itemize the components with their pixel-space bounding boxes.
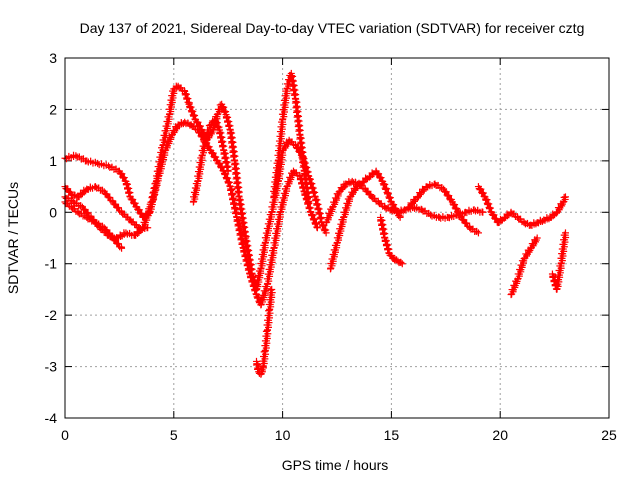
- series-trace-i: [326, 167, 404, 273]
- series-trace-j: [377, 213, 406, 268]
- chart-title: Day 137 of 2021, Sidereal Day-to-day VTE…: [80, 20, 585, 36]
- series-markers: [507, 234, 541, 299]
- y-tick-label: 2: [49, 101, 57, 117]
- y-tick-label: -1: [45, 256, 58, 272]
- series-trace-e: [189, 116, 232, 206]
- series-trace-k: [405, 180, 482, 237]
- series-trace-l: [474, 183, 569, 229]
- series-markers: [270, 69, 313, 206]
- series-trace-f: [252, 285, 276, 378]
- y-tick-label: 3: [49, 50, 57, 66]
- y-tick-label: 0: [49, 204, 57, 220]
- y-tick-label: 1: [49, 153, 57, 169]
- series-markers: [474, 183, 569, 229]
- plot-frame: [64, 57, 610, 419]
- y-tick-label: -3: [45, 359, 58, 375]
- x-tick-label: 0: [61, 427, 69, 443]
- data-points: [61, 69, 570, 378]
- x-axis-label: GPS time / hours: [282, 457, 389, 473]
- y-tick-label: -4: [45, 410, 58, 426]
- x-tick-label: 10: [275, 427, 291, 443]
- x-tick-label: 15: [384, 427, 400, 443]
- series-trace-n: [548, 229, 570, 293]
- x-tick-label: 5: [170, 427, 178, 443]
- series-trace-m: [507, 234, 541, 299]
- series-markers: [548, 229, 570, 293]
- y-axis-label: SDTVAR / TECUs: [5, 182, 21, 294]
- series-trace-g: [270, 69, 313, 206]
- x-tick-label: 25: [601, 427, 617, 443]
- y-tick-label: -2: [45, 307, 58, 323]
- x-tick-label: 20: [492, 427, 508, 443]
